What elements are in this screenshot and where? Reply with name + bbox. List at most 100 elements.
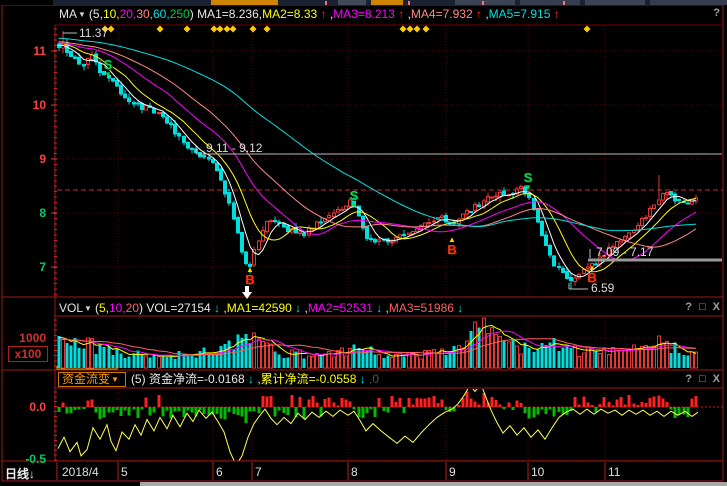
- date-axis-label: 10: [531, 465, 545, 479]
- fund-indicator-header: 资金流变▼ (5) 资金净流=-0.0168 ↓ ,累计净流=-0.0558 ↓ …: [58, 372, 379, 387]
- diamond-icon: [229, 25, 237, 33]
- y-axis-label: 11: [33, 44, 46, 58]
- ma10-line: [58, 42, 697, 273]
- close-icon[interactable]: X: [712, 301, 720, 313]
- date-axis-label: 8: [351, 465, 358, 479]
- header-token: MA2=8.33: [262, 7, 321, 21]
- vol-ma10-line: [58, 330, 697, 357]
- panel-borders: [1, 4, 724, 482]
- fund-values: (5) 资金净流=-0.0168 ↓ ,累计净流=-0.0558 ↓ ,0: [131, 372, 379, 386]
- bottom-scrollbar[interactable]: [140, 482, 727, 486]
- annotation-lines: [63, 32, 722, 290]
- diamond-icon: [210, 25, 218, 33]
- price-annotation: 7.09 - 7.17: [596, 245, 654, 259]
- header-token: 5,: [98, 301, 109, 315]
- header-token: ,: [382, 301, 389, 315]
- sell-marker: S ▼: [349, 188, 359, 210]
- ma60-line: [58, 37, 697, 232]
- header-token: (: [94, 301, 99, 315]
- header-token: ↓: [457, 301, 464, 315]
- header-token: 累计净流=-0.0558: [260, 372, 360, 386]
- y-axis-label: 8: [39, 206, 46, 220]
- header-token: MA3=51986: [388, 301, 458, 315]
- header-token: ,: [220, 301, 227, 315]
- event-diamond-icons: [101, 25, 591, 299]
- volume-indicator-header: VOL▼ (5,10,20) VOL=27154 ↓ ,MA1=42590 ↓ ,…: [59, 301, 463, 316]
- maximize-icon[interactable]: □: [699, 373, 706, 385]
- maximize-icon[interactable]: □: [699, 301, 706, 313]
- buy-marker: ▲ B: [447, 235, 457, 257]
- header-token: ,: [253, 372, 261, 386]
- ma5-line: [58, 44, 697, 278]
- date-axis-label: 6: [216, 465, 223, 479]
- header-token: MA1=8.236: [197, 7, 259, 21]
- ma-lines: [58, 37, 697, 278]
- price-annotation: 9.11 - 9.12: [206, 141, 263, 155]
- top-tab-segment: [371, 0, 403, 5]
- ma-params: (5,10,20,30,60,250): [89, 7, 197, 21]
- top-strip-tick: [325, 1, 327, 5]
- header-token: ,: [301, 301, 308, 315]
- diamond-icon: [249, 25, 257, 33]
- vol-ma20-line: [58, 338, 697, 356]
- header-token: VOL=27154: [146, 301, 215, 315]
- ma-indicator-dropdown[interactable]: MA▼: [59, 7, 86, 21]
- diamond-icon: [413, 25, 421, 33]
- vol-unit-label: x100: [8, 346, 48, 362]
- header-token: ,: [407, 7, 411, 21]
- down-arrow-icon: [242, 286, 252, 299]
- top-strip-tick: [482, 1, 484, 5]
- header-token: ↑: [553, 7, 560, 21]
- help-icon[interactable]: ?: [685, 373, 692, 385]
- header-token: ,0: [365, 372, 380, 386]
- sell-marker: S ▼: [523, 170, 533, 192]
- header-token: ↓: [295, 301, 302, 315]
- ma30-line: [58, 41, 697, 248]
- fund-indicator-dropdown[interactable]: 资金流变▼: [58, 372, 126, 387]
- header-token: ↓: [214, 301, 221, 315]
- price-annotation: 6.59: [591, 281, 615, 295]
- candlestick-layer: [57, 31, 698, 290]
- header-token: ↑: [398, 7, 408, 21]
- diamond-icon: [422, 25, 430, 33]
- buy-marker: ▲ B: [587, 263, 597, 285]
- header-token: MA1=42590: [226, 301, 296, 315]
- period-selector[interactable]: 日线↓: [5, 467, 36, 481]
- header-token: ↓: [376, 301, 383, 315]
- vol-indicator-dropdown[interactable]: VOL▼: [59, 301, 92, 315]
- close-icon[interactable]: X: [712, 373, 720, 385]
- header-token: 10,: [102, 7, 120, 21]
- diamond-icon: [183, 25, 191, 33]
- diamond-icon: [156, 25, 164, 33]
- y-axis-label: 9: [39, 152, 46, 166]
- date-axis-label: 9: [449, 465, 456, 479]
- top-tab-segment: [520, 0, 580, 5]
- top-strip-tick: [563, 1, 565, 5]
- ma-values: MA1=8.236,MA2=8.33 ↑ ,MA3=8.213 ↑ ,MA4=7…: [197, 7, 560, 21]
- diamond-icon: [101, 25, 109, 33]
- help-icon[interactable]: ?: [685, 301, 692, 313]
- sell-marker: S ▼: [103, 57, 113, 79]
- diamond-icon: [107, 25, 115, 33]
- vol-params: (5,10,20): [95, 301, 146, 315]
- date-axis-label: 7: [255, 465, 262, 479]
- y-axis-label: 7: [39, 260, 46, 274]
- help-icon[interactable]: ?: [713, 7, 720, 19]
- date-axis-label: 5: [121, 465, 128, 479]
- flow-axis-label: 0.0: [29, 400, 46, 414]
- top-tab-segment: [650, 0, 727, 5]
- header-token: MA5=7.915: [488, 7, 554, 21]
- flow-bars: [57, 389, 699, 461]
- header-token: (5,: [88, 7, 103, 21]
- fund-panel-controls: ? □ X: [678, 373, 720, 385]
- header-token: ): [189, 7, 198, 21]
- diamond-icon: [263, 25, 271, 33]
- header-token: 20,: [119, 7, 137, 21]
- header-token: 资金净流=-0.0168: [148, 372, 248, 386]
- diamond-icon: [216, 25, 224, 33]
- top-tab-segment: [0, 0, 53, 5]
- top-tab-strip: [0, 0, 727, 5]
- header-token: ,: [258, 7, 263, 21]
- volume-bars: [57, 317, 698, 369]
